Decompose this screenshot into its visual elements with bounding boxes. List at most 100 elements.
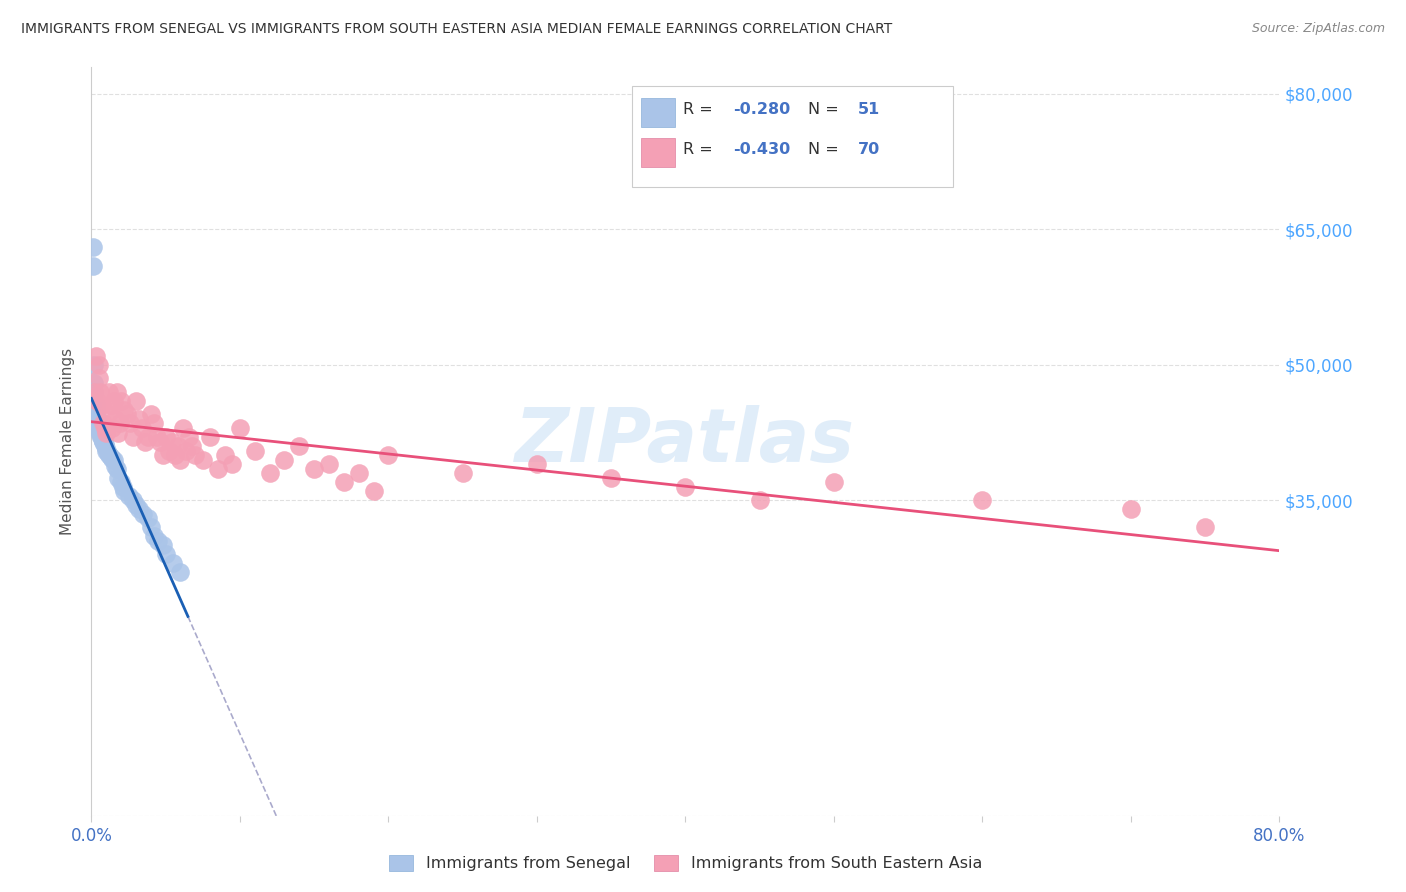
Point [94, 421, 117, 435]
Text: N =: N = [808, 142, 844, 157]
Point [131, 421, 153, 435]
Point [152, 448, 174, 462]
Point [96, 425, 118, 440]
Point [166, 439, 188, 453]
Point [90, 430, 112, 444]
Bar [641, 138, 675, 167]
Point [149, 434, 172, 449]
Point [823, 475, 845, 490]
Point [1194, 520, 1216, 534]
Point [104, 458, 127, 473]
Point [97, 446, 120, 460]
Point [302, 461, 325, 475]
Point [160, 434, 183, 449]
Text: IMMIGRANTS FROM SENEGAL VS IMMIGRANTS FROM SOUTH EASTERN ASIA MEDIAN FEMALE EARN: IMMIGRANTS FROM SENEGAL VS IMMIGRANTS FR… [21, 22, 893, 37]
Point [91, 434, 114, 448]
Point [145, 430, 167, 444]
Point [318, 457, 340, 471]
Point [169, 566, 191, 580]
Point [148, 533, 170, 548]
Text: 70: 70 [858, 142, 880, 157]
Point [87, 371, 110, 385]
Point [207, 461, 229, 475]
Point [122, 493, 145, 508]
Point [101, 421, 124, 435]
Point [101, 451, 124, 466]
Point [134, 434, 156, 449]
Point [86, 393, 108, 408]
Point [84, 408, 107, 422]
Point [1119, 502, 1142, 516]
Point [155, 430, 177, 444]
Point [214, 448, 236, 462]
Text: -0.430: -0.430 [733, 142, 790, 157]
Point [103, 453, 125, 467]
Text: N =: N = [808, 102, 844, 117]
Point [243, 443, 266, 458]
Point [100, 450, 122, 464]
Text: R =: R = [683, 102, 718, 117]
Point [97, 408, 120, 422]
Point [157, 443, 180, 458]
Point [89, 426, 111, 441]
Point [451, 466, 474, 480]
Point [105, 461, 128, 475]
Point [108, 417, 131, 431]
Point [181, 439, 204, 453]
Point [82, 259, 104, 273]
Point [200, 430, 222, 444]
Point [673, 480, 696, 494]
Bar [641, 98, 675, 127]
Point [86, 410, 108, 425]
Point [273, 452, 295, 467]
Legend: Immigrants from Senegal, Immigrants from South Eastern Asia: Immigrants from Senegal, Immigrants from… [381, 847, 990, 880]
Point [184, 448, 207, 462]
Point [105, 384, 128, 399]
Point [363, 484, 385, 499]
Point [136, 430, 159, 444]
Point [86, 412, 108, 426]
Point [110, 475, 132, 490]
Point [112, 484, 135, 499]
Text: -0.280: -0.280 [733, 102, 790, 117]
Point [110, 393, 132, 408]
Point [128, 412, 150, 426]
Point [90, 399, 112, 413]
Point [98, 448, 121, 462]
Point [288, 439, 311, 453]
Point [94, 439, 117, 453]
Point [94, 437, 117, 451]
Point [139, 408, 162, 422]
Point [111, 480, 134, 494]
Point [259, 466, 281, 480]
Point [128, 502, 150, 516]
Point [83, 376, 105, 390]
Point [83, 384, 105, 399]
Point [107, 470, 129, 484]
Point [89, 425, 111, 439]
Y-axis label: Median Female Earnings: Median Female Earnings [60, 348, 76, 535]
Point [125, 393, 148, 408]
Point [87, 417, 110, 432]
Point [347, 466, 370, 480]
Point [221, 457, 243, 471]
Point [83, 384, 105, 399]
Point [191, 452, 214, 467]
Text: R =: R = [683, 142, 718, 157]
Point [87, 419, 110, 434]
Point [84, 349, 107, 363]
Point [112, 403, 135, 417]
Point [142, 417, 165, 431]
Point [229, 421, 252, 435]
Point [526, 457, 548, 471]
Point [132, 507, 155, 521]
Point [96, 441, 118, 455]
Point [176, 443, 198, 458]
Point [84, 399, 107, 413]
Text: ZIPatlas: ZIPatlas [516, 405, 855, 478]
Text: Source: ZipAtlas.com: Source: ZipAtlas.com [1251, 22, 1385, 36]
Point [86, 414, 108, 428]
Point [142, 529, 165, 543]
Point [152, 538, 174, 552]
Point [83, 358, 105, 372]
